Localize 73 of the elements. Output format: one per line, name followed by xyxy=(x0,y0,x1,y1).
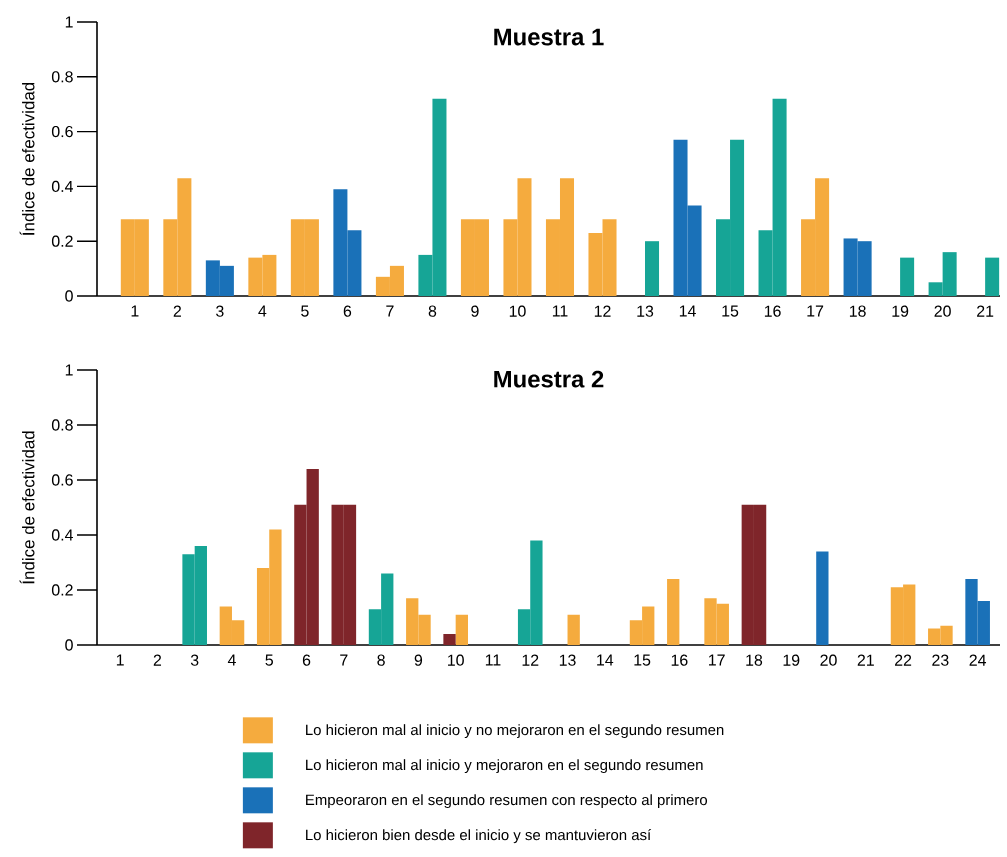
x-tick-label: 7 xyxy=(340,654,348,666)
y-tick-label: 1 xyxy=(65,16,73,28)
x-tick-label: 10 xyxy=(448,654,464,666)
x-tick-label: 13 xyxy=(559,654,576,666)
x-tick-label: 8 xyxy=(428,305,437,317)
y-tick-label: 0.8 xyxy=(51,419,73,431)
x-tick-label: 12 xyxy=(594,305,611,317)
x-tick-label: 17 xyxy=(709,654,725,666)
chart-title: Muestra 2 xyxy=(494,370,604,388)
legend-label: Empeoraron en el segundo resumen con respecto al primero xyxy=(306,794,708,809)
x-tick-label: 4 xyxy=(227,654,236,666)
legend-label: Lo hicieron mal al inicio y mejoraron en el segundo resumen xyxy=(306,759,703,774)
x-tick-label: 21 xyxy=(977,305,994,317)
x-tick-label: 23 xyxy=(932,654,949,666)
y-tick-label: 0 xyxy=(65,290,73,302)
x-tick-label: 2 xyxy=(173,305,181,317)
x-tick-label: 3 xyxy=(216,305,224,317)
bar xyxy=(645,241,660,296)
legend-label: Lo hicieron mal al inicio y no mejoraron en el segundo resumen xyxy=(306,724,724,739)
bar xyxy=(443,634,456,645)
x-tick-label: 12 xyxy=(522,654,539,666)
x-tick-label: 24 xyxy=(969,654,987,666)
x-tick-label: 1 xyxy=(116,654,124,666)
x-tick-label: 17 xyxy=(807,305,824,317)
x-tick-label: 16 xyxy=(764,305,781,317)
y-tick-label: 0.8 xyxy=(51,71,73,83)
y-tick-label: 0.6 xyxy=(51,474,73,486)
x-tick-label: 15 xyxy=(722,305,739,317)
x-tick-label: 9 xyxy=(471,305,479,317)
x-tick-label: 15 xyxy=(634,654,651,666)
x-tick-label: 1 xyxy=(131,305,139,317)
x-tick-label: 6 xyxy=(302,654,311,666)
x-tick-label: 3 xyxy=(190,654,199,666)
bar xyxy=(567,614,580,645)
x-tick-label: 21 xyxy=(857,654,874,666)
x-tick-label: 20 xyxy=(820,654,837,666)
legend-label: Lo hicieron bien desde el inicio y se mantuvieron así xyxy=(306,829,652,844)
y-axis-title: Índice de efectividad xyxy=(19,431,35,584)
x-tick-label: 9 xyxy=(414,654,423,666)
x-tick-label: 7 xyxy=(386,305,394,317)
y-tick-label: 1 xyxy=(65,364,73,376)
bar xyxy=(455,614,468,645)
bar xyxy=(667,579,680,645)
y-tick-label: 0.2 xyxy=(51,235,73,247)
y-tick-label: 0.4 xyxy=(51,180,73,193)
bar xyxy=(985,257,1000,296)
x-tick-label: 18 xyxy=(746,654,763,666)
x-tick-label: 19 xyxy=(783,654,800,666)
x-tick-label: 22 xyxy=(895,654,912,666)
x-tick-label: 19 xyxy=(892,305,909,317)
y-tick-label: 0.2 xyxy=(51,584,73,596)
x-tick-label: 18 xyxy=(849,305,866,317)
y-tick-label: 0.6 xyxy=(51,125,73,138)
x-tick-label: 11 xyxy=(485,654,501,666)
x-tick-label: 14 xyxy=(597,654,614,666)
y-tick-label: 0 xyxy=(65,639,73,651)
x-tick-label: 13 xyxy=(637,305,654,317)
x-tick-label: 20 xyxy=(934,305,951,317)
x-tick-label: 8 xyxy=(377,654,385,666)
x-tick-label: 4 xyxy=(258,305,267,317)
x-tick-label: 5 xyxy=(265,654,274,666)
y-tick-label: 0.4 xyxy=(51,529,73,541)
y-axis-title: Índice de efectividad xyxy=(19,82,35,236)
x-tick-label: 5 xyxy=(301,305,309,317)
x-tick-label: 16 xyxy=(671,654,688,666)
x-tick-label: 11 xyxy=(552,305,568,317)
bar xyxy=(816,551,829,645)
chart-title: Muestra 1 xyxy=(494,28,604,46)
bar xyxy=(900,257,915,296)
x-tick-label: 10 xyxy=(509,305,526,317)
x-tick-label: 14 xyxy=(679,305,696,317)
x-tick-label: 2 xyxy=(153,654,162,666)
x-tick-label: 6 xyxy=(343,305,352,317)
